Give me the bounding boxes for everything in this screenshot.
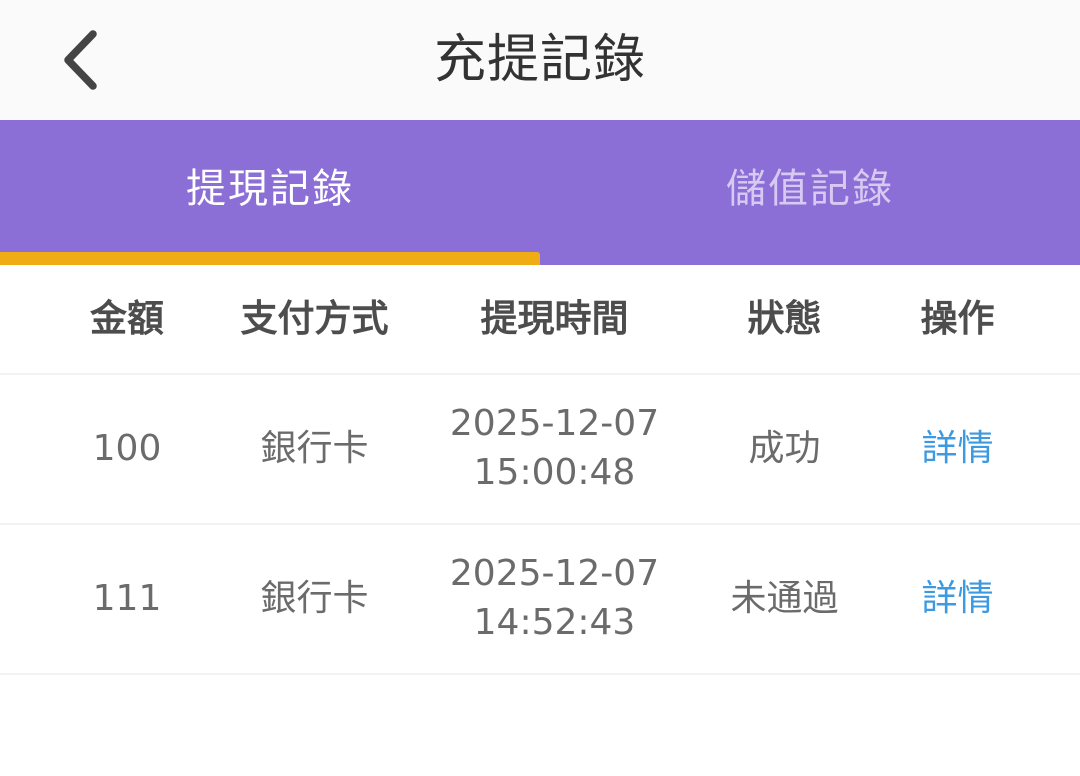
detail-link[interactable]: 詳情 bbox=[921, 577, 994, 619]
table-header-row: 金額 支付方式 提現時間 狀態 操作 bbox=[0, 265, 1080, 375]
cell-action: 詳情 bbox=[877, 425, 1038, 474]
cell-payment-method: 銀行卡 bbox=[260, 577, 369, 619]
cell-payment-method: 銀行卡 bbox=[260, 427, 369, 469]
back-button[interactable] bbox=[44, 24, 116, 96]
table-row: 100 銀行卡 2025-12-07 15:00:48 成功 詳情 bbox=[0, 375, 1080, 525]
tab-withdrawal-records[interactable]: 提現記錄 bbox=[186, 165, 354, 212]
active-tab-indicator bbox=[0, 252, 540, 265]
cell-withdrawal-date: 2025-12-07 bbox=[449, 553, 660, 595]
tab-deposit-records[interactable]: 儲值記錄 bbox=[726, 165, 894, 212]
column-header-action: 操作 bbox=[920, 297, 995, 341]
cell-withdrawal-time: 2025-12-07 15:00:48 bbox=[417, 400, 692, 497]
column-header-withdrawal-time: 提現時間 bbox=[480, 297, 629, 341]
detail-link[interactable]: 詳情 bbox=[921, 427, 994, 469]
status-badge: 未通過 bbox=[730, 577, 839, 619]
cell-amount: 100 bbox=[92, 427, 162, 469]
chevron-left-icon bbox=[57, 29, 103, 91]
cell-withdrawal-clock: 14:52:43 bbox=[473, 602, 636, 643]
cell-withdrawal-clock: 15:00:48 bbox=[473, 452, 636, 493]
empty-list-area bbox=[0, 675, 1080, 776]
column-header-payment-method: 支付方式 bbox=[240, 297, 389, 341]
cell-action: 詳情 bbox=[877, 575, 1038, 624]
cell-withdrawal-time: 2025-12-07 14:52:43 bbox=[417, 550, 692, 647]
page-title: 充提記錄 bbox=[433, 30, 646, 90]
navigation-bar: 充提記錄 bbox=[0, 0, 1080, 120]
table-row: 111 銀行卡 2025-12-07 14:52:43 未通過 詳情 bbox=[0, 525, 1080, 675]
records-table: 金額 支付方式 提現時間 狀態 操作 100 銀行卡 2025-12-07 15… bbox=[0, 265, 1080, 776]
tab-bar: 提現記錄 儲值記錄 bbox=[0, 120, 1080, 265]
status-badge: 成功 bbox=[748, 427, 821, 469]
column-header-status: 狀態 bbox=[747, 297, 822, 341]
cell-withdrawal-date: 2025-12-07 bbox=[449, 403, 660, 445]
cell-amount: 111 bbox=[92, 577, 162, 619]
column-header-amount: 金額 bbox=[90, 297, 164, 341]
